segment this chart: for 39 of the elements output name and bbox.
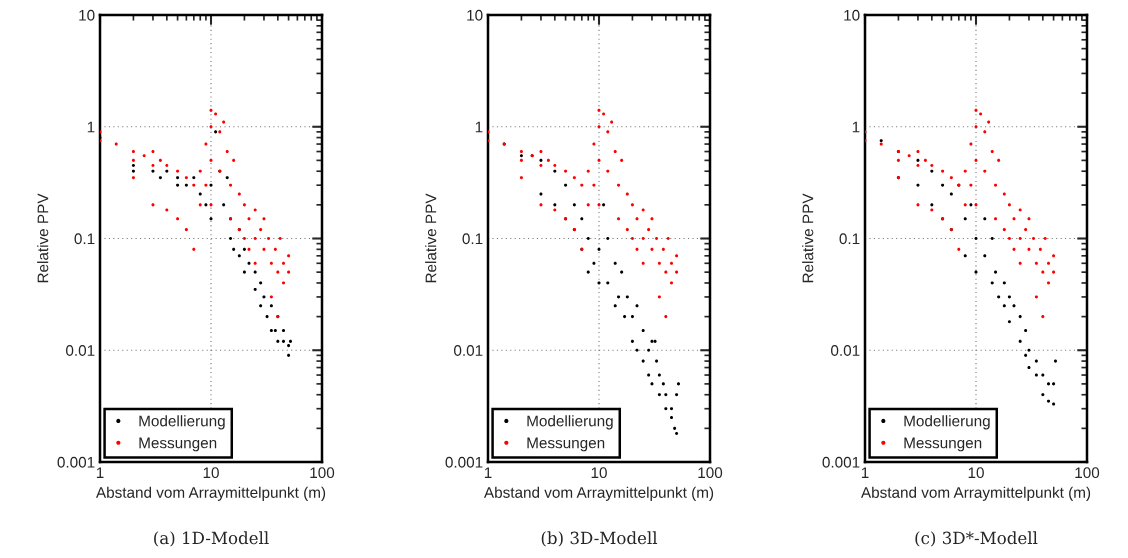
y-tick-label: 0.001 xyxy=(445,456,483,468)
y-tick-label: 0.1 xyxy=(74,233,95,245)
legend-label: Modellierung xyxy=(527,415,613,430)
y-tick-label: 1 xyxy=(852,121,860,133)
y-tick-label: 1 xyxy=(87,121,95,133)
x-axis-title: Abstand vom Arraymittelpunkt (m) xyxy=(860,486,1091,501)
x-axis-title: Abstand vom Arraymittelpunkt (m) xyxy=(483,486,714,501)
y-tick-label: 0.001 xyxy=(57,456,95,468)
y-tick-label: 0.001 xyxy=(822,456,860,468)
x-tick-label: 1 xyxy=(96,467,104,478)
y-tick-label: 0.1 xyxy=(462,233,483,245)
x-tick-label: 100 xyxy=(698,467,723,479)
y-axis-title: Relative PPV xyxy=(37,193,49,283)
x-tick-label: 100 xyxy=(1075,467,1100,479)
y-tick-label: 0.1 xyxy=(839,233,860,245)
text: (b) 3D-Modell xyxy=(541,531,658,547)
text: (a) 1D-Modell xyxy=(154,531,269,547)
y-tick-label: 1 xyxy=(475,121,483,133)
text: (c) 3D*-Modell xyxy=(915,531,1038,547)
x-tick-label: 1 xyxy=(861,467,869,478)
y-axis-title: Relative PPV xyxy=(802,193,814,283)
y-tick-label: 0.01 xyxy=(454,345,483,356)
x-axis-title: Abstand vom Arraymittelpunkt (m) xyxy=(95,486,326,501)
x-tick-label: 100 xyxy=(310,467,335,479)
y-tick-label: 10 xyxy=(79,9,95,21)
y-tick-label: 10 xyxy=(467,9,483,21)
legend-label: Messungen xyxy=(139,437,217,452)
x-tick-label: 10 xyxy=(968,467,984,479)
x-tick-label: 10 xyxy=(203,467,219,479)
y-tick-label: 0.01 xyxy=(831,345,860,356)
x-tick-label: 1 xyxy=(484,467,492,478)
y-axis-title: Relative PPV xyxy=(425,193,437,283)
legend-label: Modellierung xyxy=(139,415,225,430)
y-tick-label: 0.01 xyxy=(66,345,95,356)
legend-label: Messungen xyxy=(527,437,605,452)
legend-label: Messungen xyxy=(904,437,982,452)
legend-label: Modellierung xyxy=(904,415,990,430)
y-tick-label: 10 xyxy=(844,9,860,21)
x-tick-label: 10 xyxy=(591,467,607,479)
